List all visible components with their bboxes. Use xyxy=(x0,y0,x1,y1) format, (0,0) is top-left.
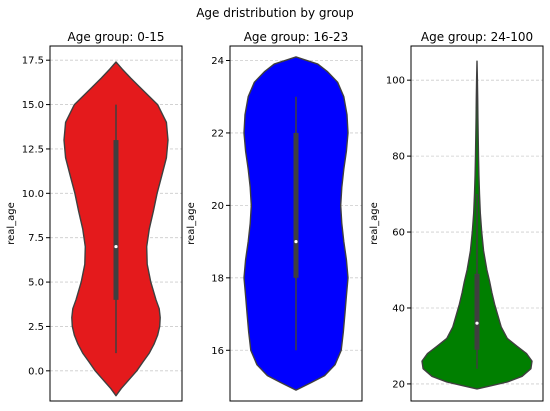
violin-panel-1: 0.0 2.5 5.0 7.5 10.0 12.5 15.0 17.5 Age group: 0… xyxy=(6,30,183,402)
y-tick-label: 18 xyxy=(211,273,224,284)
y-tick-label: 100 xyxy=(386,76,405,87)
figure-title: Age dristribution by group xyxy=(196,6,354,20)
y-axis-label: real_age xyxy=(369,202,380,245)
y-tick-label: 60 xyxy=(392,228,405,239)
y-tick-label: 5.0 xyxy=(28,278,44,289)
y-tick-label: 17.5 xyxy=(22,56,44,67)
axes-frame xyxy=(49,45,183,402)
y-axis-label: real_age xyxy=(6,202,17,245)
iqr-box xyxy=(293,132,299,278)
axes-frame xyxy=(410,45,544,402)
y-tick-label: 20 xyxy=(211,201,224,212)
iqr-box xyxy=(474,273,480,350)
median-marker xyxy=(114,244,118,249)
y-tick-label: 24 xyxy=(211,56,224,67)
violin-panel-2: 16 18 20 22 24 Age group: 16-23 real_age xyxy=(186,30,363,402)
y-tick-label: 12.5 xyxy=(22,144,44,155)
violin-panel-3: 20 40 60 80 100 Age group: 24-100 real_age xyxy=(369,30,544,402)
y-tick-label: 7.5 xyxy=(28,233,44,244)
median-marker xyxy=(294,240,298,244)
y-tick-label: 40 xyxy=(392,303,405,314)
panel-title: Age group: 16-23 xyxy=(244,30,349,44)
y-tick-label: 10.0 xyxy=(22,189,44,200)
iqr-box xyxy=(113,140,119,300)
y-tick-label: 15.0 xyxy=(22,100,44,111)
y-tick-label: 22 xyxy=(211,128,224,139)
axes-frame xyxy=(229,45,363,402)
y-tick-label: 20 xyxy=(392,379,405,390)
y-tick-label: 2.5 xyxy=(28,322,44,333)
y-tick-label: 80 xyxy=(392,152,405,163)
y-tick-label: 16 xyxy=(211,346,224,357)
panel-title: Age group: 24-100 xyxy=(421,30,533,44)
median-marker xyxy=(475,321,479,325)
panel-title: Age group: 0-15 xyxy=(68,30,165,44)
y-tick-label: 0.0 xyxy=(28,366,44,377)
y-axis-label: real_age xyxy=(186,202,197,245)
violin-panels: 0.0 2.5 5.0 7.5 10.0 12.5 15.0 17.5 Age group: 0… xyxy=(6,30,544,402)
